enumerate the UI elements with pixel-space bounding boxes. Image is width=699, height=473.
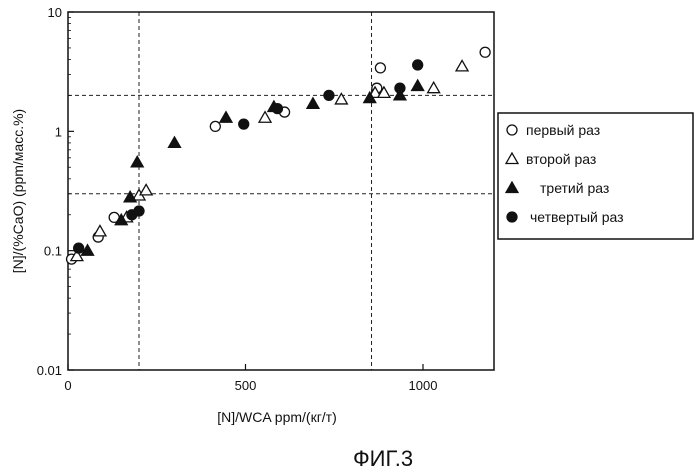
reference-lines [68, 12, 494, 370]
plot-area [68, 12, 494, 370]
legend-label-series-2: второй раз [526, 151, 596, 167]
legend-marker-series-1 [507, 125, 517, 135]
data-point-series-4 [324, 90, 334, 100]
y-axis-label: [N]/(%CaO) (ppm/масс.%) [10, 109, 26, 273]
data-point-series-4 [395, 83, 405, 93]
x-axis-label: [N]/WCA ppm/(кг/т) [217, 409, 337, 425]
data-point-series-4 [134, 206, 144, 216]
legend-marker-series-4 [507, 212, 517, 222]
legend-label-series-1: первый раз [526, 122, 600, 138]
data-point-series-3 [169, 137, 181, 148]
data-point-series-2 [94, 225, 106, 236]
data-point-series-1 [480, 47, 490, 57]
y-tick-label: 1 [55, 124, 62, 139]
legend: первый раз второй раз третий раз четвертый … [498, 113, 693, 239]
data-points [67, 47, 491, 264]
data-point-series-2 [456, 60, 468, 71]
data-point-series-4 [272, 104, 282, 114]
legend-label-series-4: четвертый раз [530, 209, 624, 225]
y-tick-label: 0.01 [37, 363, 62, 378]
data-point-series-4 [413, 60, 423, 70]
data-point-series-4 [74, 243, 84, 253]
data-point-series-3 [307, 98, 319, 109]
legend-label-series-3: третий раз [540, 180, 609, 196]
data-point-series-2 [259, 112, 271, 123]
y-tick-label: 10 [48, 5, 62, 20]
data-point-series-3 [412, 80, 424, 91]
data-point-series-1 [375, 63, 385, 73]
data-point-series-4 [239, 119, 249, 129]
figure-caption: ФИГ.3 [353, 446, 413, 471]
y-tick-label: 0.1 [44, 244, 62, 259]
x-tick-label: 1000 [409, 378, 438, 393]
data-point-series-3 [220, 112, 232, 123]
x-tick-label: 0 [64, 378, 71, 393]
data-point-series-2 [428, 82, 440, 93]
x-tick-label: 500 [235, 378, 257, 393]
data-point-series-2 [140, 184, 152, 195]
data-point-series-1 [210, 121, 220, 131]
data-point-series-3 [131, 156, 143, 166]
